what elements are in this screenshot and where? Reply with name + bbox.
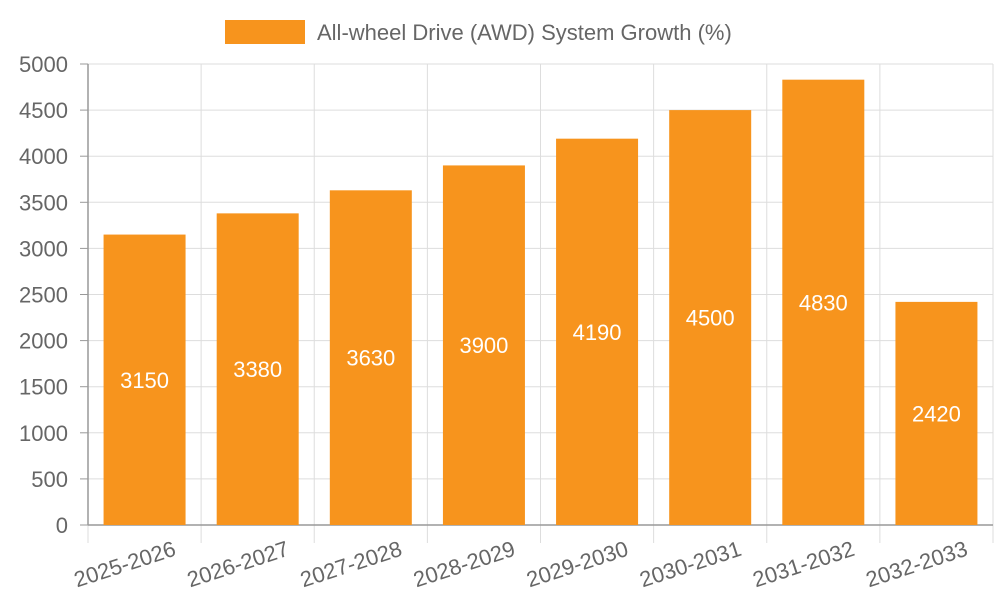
- legend: All-wheel Drive (AWD) System Growth (%): [225, 20, 732, 45]
- bar: [103, 234, 186, 525]
- x-tick-label: 2027-2028: [297, 536, 405, 592]
- y-tick-label: 4500: [19, 98, 68, 123]
- x-tick-label: 2030-2031: [637, 536, 745, 592]
- x-axis-tick-labels: 2025-2026 2026-2027 2027-2028 2028-2029 2029…: [71, 536, 971, 592]
- bar: [329, 190, 412, 525]
- bar-data-label: 4500: [686, 306, 735, 331]
- bar: [782, 79, 865, 525]
- x-tick-label: 2032-2033: [863, 536, 971, 592]
- y-tick-label: 0: [56, 513, 68, 538]
- bar-data-label: 4830: [799, 290, 848, 315]
- x-tick-label: 2028-2029: [410, 536, 518, 592]
- bar-data-label: 3900: [459, 333, 508, 358]
- y-tick-label: 1500: [19, 375, 68, 400]
- bar-data-label: 4190: [573, 320, 622, 345]
- bar: [556, 138, 639, 525]
- y-tick-label: 500: [31, 467, 68, 492]
- y-tick-label: 4000: [19, 144, 68, 169]
- x-tick-label: 2029-2030: [523, 536, 631, 592]
- legend-swatch: [225, 20, 305, 44]
- bar: [442, 165, 525, 526]
- y-tick-label: 2000: [19, 329, 68, 354]
- x-tick-label: 2025-2026: [71, 536, 179, 592]
- bars: [103, 79, 978, 526]
- bar: [895, 301, 978, 525]
- x-tick-label: 2026-2027: [184, 536, 292, 592]
- y-tick-label: 2500: [19, 283, 68, 308]
- bar-data-label: 3150: [120, 368, 169, 393]
- legend-label: All-wheel Drive (AWD) System Growth (%): [317, 20, 732, 45]
- y-tick-label: 5000: [19, 52, 68, 77]
- y-tick-label: 1000: [19, 421, 68, 446]
- y-axis-tick-labels: 0 500 1000 1500 2000 2500 3000 3500 4000 4500 5000: [19, 52, 68, 538]
- bar: [216, 213, 299, 525]
- y-tick-label: 3000: [19, 236, 68, 261]
- x-tick-label: 2031-2032: [750, 536, 858, 592]
- bar: [669, 110, 752, 525]
- y-tick-label: 3500: [19, 190, 68, 215]
- data-labels: 3150 3380 3630 3900 4190 4500 4830 2420: [120, 290, 961, 426]
- bar-data-label: 3630: [346, 346, 395, 371]
- bar-data-label: 2420: [912, 401, 961, 426]
- bar-data-label: 3380: [233, 357, 282, 382]
